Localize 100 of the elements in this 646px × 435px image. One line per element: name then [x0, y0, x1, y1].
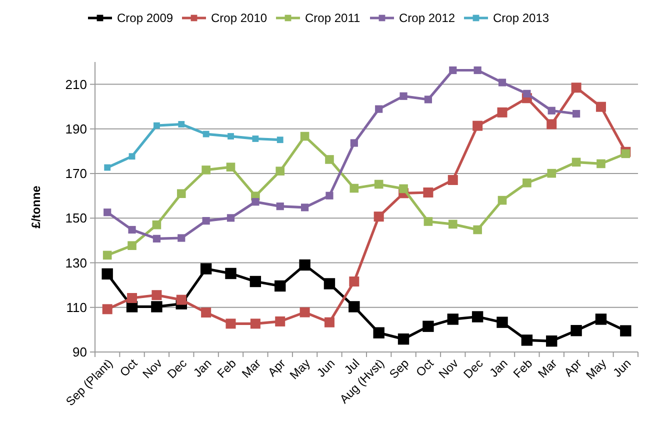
legend-label: Crop 2013: [493, 11, 550, 26]
point: [300, 307, 310, 318]
point: [521, 334, 533, 346]
point: [228, 133, 234, 140]
point: [572, 158, 581, 167]
point: [620, 325, 632, 336]
y-axis-title: £/tonne: [29, 185, 43, 228]
point: [104, 208, 112, 216]
point: [596, 159, 606, 168]
point: [595, 314, 607, 325]
x-tick-label: Nov: [436, 356, 462, 382]
x-tick-label: Jan: [190, 356, 214, 380]
point: [250, 276, 262, 288]
legend-label: Crop 2011: [305, 11, 360, 26]
point: [498, 196, 507, 205]
point: [474, 66, 482, 74]
point: [275, 316, 286, 326]
point: [325, 155, 334, 164]
point: [202, 166, 210, 174]
y-tick-label: 210: [65, 76, 87, 92]
point: [252, 198, 260, 206]
point: [349, 276, 360, 287]
point: [152, 290, 162, 300]
point: [200, 263, 212, 274]
x-tick-label: Dec: [164, 356, 190, 382]
point: [202, 130, 210, 138]
point: [252, 136, 259, 142]
point: [178, 234, 186, 242]
point: [202, 217, 210, 225]
x-tick-label: Jul: [342, 356, 362, 377]
point: [400, 92, 408, 100]
y-tick-label: 110: [66, 300, 87, 315]
point: [226, 214, 235, 222]
legend-label: Crop 2012: [399, 11, 456, 26]
point: [152, 220, 162, 230]
point: [127, 293, 138, 304]
point: [547, 168, 556, 178]
point: [423, 188, 434, 198]
y-tick-label: 90: [72, 344, 87, 360]
point: [300, 204, 309, 212]
point: [447, 314, 458, 325]
point: [154, 122, 160, 129]
point: [571, 82, 582, 93]
point: [324, 317, 334, 328]
point: [128, 226, 136, 234]
point: [424, 217, 433, 226]
point: [375, 105, 383, 113]
point: [326, 192, 334, 200]
x-tick-label: Feb: [214, 356, 240, 381]
point: [374, 180, 384, 189]
x-tick-label: Apr: [265, 356, 288, 380]
x-tick-label: Apr: [561, 356, 584, 380]
point: [176, 189, 186, 198]
legend-label: Crop 2009: [117, 11, 174, 26]
point: [374, 212, 384, 222]
x-tick-label: Jan: [486, 356, 510, 380]
point: [250, 318, 260, 329]
point: [546, 335, 558, 347]
point: [449, 66, 457, 74]
point: [151, 301, 162, 312]
point: [274, 280, 286, 292]
point: [201, 308, 212, 318]
x-tick-label: Jun: [314, 356, 338, 380]
x-tick-label: Feb: [510, 356, 536, 381]
point: [102, 304, 112, 314]
x-tick-label: Oct: [117, 356, 141, 380]
point: [548, 106, 556, 114]
point: [422, 320, 434, 332]
point: [299, 259, 310, 271]
point: [226, 318, 236, 329]
point: [448, 220, 458, 229]
point: [276, 202, 284, 210]
point: [178, 121, 185, 128]
x-tick-label: Sep: [386, 356, 412, 382]
point: [350, 184, 359, 193]
y-tick-label: 130: [65, 255, 87, 270]
point: [226, 162, 236, 172]
point: [496, 316, 508, 328]
point: [176, 294, 186, 305]
point: [523, 90, 531, 98]
point: [473, 225, 482, 234]
point: [348, 301, 360, 312]
point: [324, 278, 336, 290]
point: [300, 132, 310, 141]
x-tick-label: Nov: [140, 356, 165, 382]
point: [498, 78, 506, 86]
point: [570, 324, 582, 336]
x-tick-label: May: [583, 356, 610, 382]
x-tick-label: Dec: [460, 356, 486, 382]
point: [276, 136, 284, 144]
point: [448, 175, 458, 186]
x-tick-label: Oct: [413, 356, 437, 380]
point: [373, 327, 384, 338]
point: [546, 119, 557, 130]
x-tick-label: Mar: [535, 356, 560, 381]
point: [572, 110, 580, 118]
x-tick-label: Mar: [239, 356, 264, 381]
legend-label: Crop 2010: [211, 11, 268, 26]
x-tick-label: May: [286, 356, 313, 382]
point: [398, 333, 410, 345]
